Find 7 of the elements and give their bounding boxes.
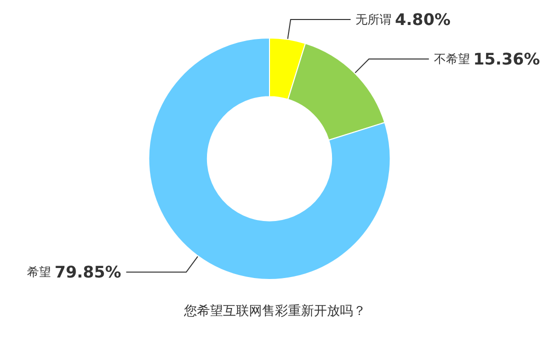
data-label: 15.36%	[473, 50, 540, 69]
slice-label: 无所谓	[356, 12, 392, 27]
slice-label: 不希望	[434, 52, 470, 66]
text: 您希望互联网售彩重新开放吗？	[183, 304, 366, 319]
slice-label: 希望	[27, 265, 52, 280]
data-label: 79.85%	[54, 262, 122, 282]
data-label: 4.80%	[394, 10, 450, 30]
